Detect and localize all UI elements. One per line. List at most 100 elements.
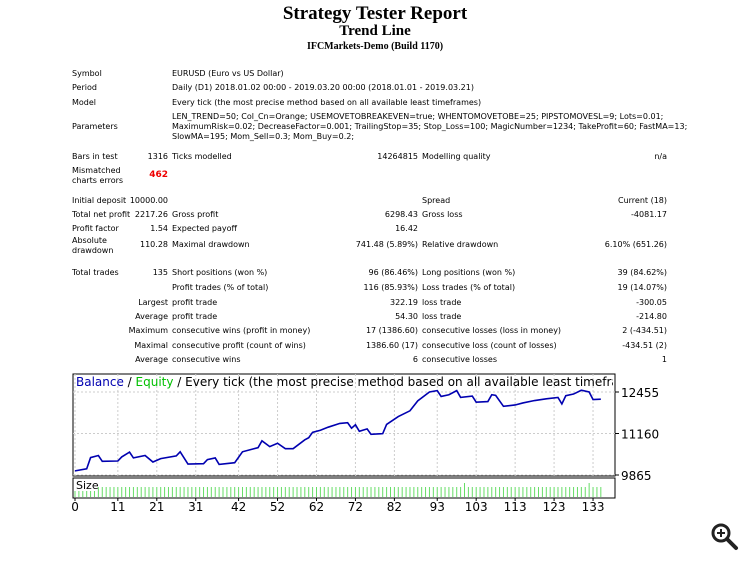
stat-label: Expected payoff — [172, 224, 237, 233]
model-value: Every tick (the most precise method base… — [172, 98, 482, 107]
stat-value: -434.51 (2) — [622, 341, 667, 350]
stat-label: Profit trades (% of total) — [172, 283, 269, 292]
stat-label: Loss trades (% of total) — [422, 283, 516, 292]
stat-value: -4081.17 — [631, 210, 667, 219]
stat-value: 19 (14.07%) — [617, 283, 667, 292]
stat-value: Average — [135, 355, 168, 364]
stat-value: 1.54 — [150, 224, 168, 233]
stat-label: Relative drawdown — [422, 240, 499, 249]
stat-label: Gross loss — [422, 210, 463, 219]
x-tick-label: 103 — [465, 500, 488, 513]
x-tick-label: 11 — [110, 500, 125, 513]
stat-label: Profit factor — [72, 224, 119, 233]
zoom-icon[interactable] — [709, 521, 739, 551]
symbol-label: Symbol — [72, 69, 102, 78]
mismatch-value: 462 — [149, 170, 168, 180]
stat-label: profit trade — [172, 298, 218, 307]
ticks-value: 14264815 — [377, 152, 418, 161]
stat-label: consecutive losses (loss in money) — [422, 326, 562, 335]
x-tick-label: 93 — [430, 500, 445, 513]
stat-label: loss trade — [422, 298, 462, 307]
stat-value: 6.10% (651.26) — [604, 240, 667, 249]
stat-value: Maximum — [128, 326, 168, 335]
stat-value: 6298.43 — [384, 210, 418, 219]
stat-value: 135 — [152, 268, 168, 277]
legend-equity: Equity — [136, 375, 174, 389]
parameters-line: MaximumRisk=0.02; DecreaseFactor=0.001; … — [172, 122, 688, 131]
stat-value: 17 (1386.60) — [365, 326, 418, 335]
x-tick-label: 82 — [387, 500, 402, 513]
stat-value: 96 (86.46%) — [368, 268, 418, 277]
server-name: IFCMarkets-Demo (Build 1170) — [306, 41, 444, 52]
stat-label: Maximal drawdown — [172, 240, 250, 249]
stat-value: 39 (84.62%) — [617, 268, 667, 277]
report-title: Strategy Tester Report — [282, 3, 468, 24]
stat-label: consecutive loss (count of losses) — [422, 341, 557, 350]
stat-label: Initial deposit — [72, 196, 127, 205]
stat-value: -300.05 — [636, 298, 667, 307]
parameters-label: Parameters — [72, 122, 118, 131]
stat-value: Maximal — [134, 341, 168, 350]
stat-value: 2217.26 — [134, 210, 168, 219]
chart-legend: Balance / Equity / Every tick (the most … — [76, 375, 672, 389]
stat-label: consecutive wins (profit in money) — [172, 326, 311, 335]
parameters-line: LEN_TREND=50; Col_Cn=Orange; USEMOVETOBR… — [172, 112, 664, 121]
stat-value: -214.80 — [636, 312, 667, 321]
parameters-line: SlowMA=195; Mom_Sell=0.3; Mom_Buy=0.2; — [172, 132, 355, 141]
period-value: Daily (D1) 2018.01.02 00:00 - 2019.03.20… — [172, 83, 474, 92]
stat-label: Long positions (won %) — [422, 268, 516, 277]
stat-label: consecutive profit (count of wins) — [172, 341, 306, 350]
y-tick-label: 9865 — [621, 469, 652, 483]
stat-value: 54.30 — [395, 312, 418, 321]
stat-value: Current (18) — [617, 196, 667, 205]
legend-sep2: / Every tick (the most precise method ba… — [173, 375, 672, 389]
stat-value: 116 (85.93%) — [363, 283, 418, 292]
plot-area — [72, 373, 616, 477]
x-tick-label: 42 — [231, 500, 246, 513]
symbol-value: EURUSD (Euro vs US Dollar) — [172, 69, 284, 78]
quality-label: Modelling quality — [422, 152, 491, 161]
stat-value: 110.28 — [140, 240, 168, 249]
stat-label: profit trade — [172, 312, 218, 321]
x-tick-label: 123 — [543, 500, 566, 513]
x-tick-label: 0 — [72, 500, 79, 513]
stat-label: Short positions (won %) — [172, 268, 268, 277]
quality-value: n/a — [654, 152, 667, 161]
bars-value: 1316 — [147, 152, 168, 161]
stat-value: 1386.60 (17) — [365, 341, 418, 350]
x-tick-label: 62 — [309, 500, 324, 513]
size-label: Size — [76, 479, 99, 492]
balance-line — [74, 389, 601, 472]
stat-value: 741.48 (5.89%) — [355, 240, 418, 249]
x-tick-label: 52 — [270, 500, 285, 513]
stat-label: Total trades — [72, 268, 119, 277]
mismatch-label: charts errors — [72, 176, 124, 185]
x-tick-label: 72 — [348, 500, 363, 513]
ticks-label: Ticks modelled — [172, 152, 232, 161]
x-tick-label: 31 — [188, 500, 203, 513]
x-tick-label: 133 — [582, 500, 605, 513]
expert-name: Trend Line — [339, 23, 411, 39]
stat-value: Average — [135, 312, 168, 321]
x-tick-label: 113 — [504, 500, 527, 513]
legend-sep1: / — [124, 375, 136, 389]
stat-label: Absolute drawdown — [72, 236, 114, 255]
y-tick-label: 11160 — [621, 428, 659, 442]
stat-value: 16.42 — [395, 224, 418, 233]
period-label: Period — [72, 83, 97, 92]
stat-label: Spread — [422, 196, 451, 205]
legend-balance: Balance — [76, 375, 124, 389]
stat-value: Largest — [138, 298, 168, 307]
stat-value: 10000.00 — [129, 196, 168, 205]
bars-label: Bars in test — [72, 152, 118, 161]
mismatch-label: Mismatched — [72, 166, 121, 175]
balance-chart: 0 11 21 31 42 52 62 72 82 93 103 113 123 133 12455 1116… — [72, 373, 672, 513]
stat-value: 1 — [661, 355, 667, 364]
y-tick-label: 12455 — [621, 386, 659, 400]
stat-value: 6 — [412, 355, 418, 364]
stat-label: consecutive wins — [172, 355, 241, 364]
x-tick-label: 21 — [149, 500, 164, 513]
stat-value: 2 (-434.51) — [622, 326, 667, 335]
stat-label: loss trade — [422, 312, 462, 321]
stat-value: 322.19 — [390, 298, 418, 307]
